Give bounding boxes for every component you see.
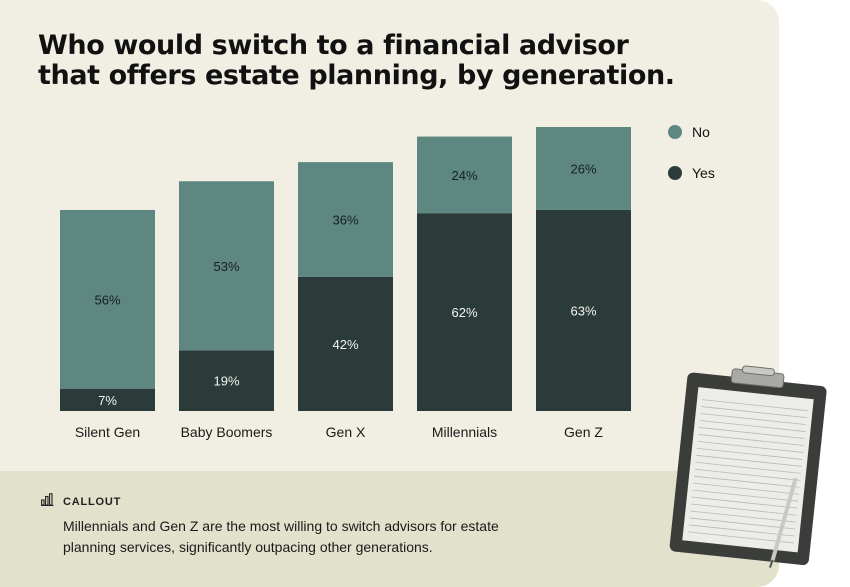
bar-no-0 xyxy=(60,209,155,389)
data-label-no-4: 26% xyxy=(570,161,596,176)
callout-label: CALLOUT xyxy=(63,496,122,508)
stacked-bar-chart: 7% 56% Silent Gen 19% 53% Baby Boomers 42% 36% G… xyxy=(60,127,631,440)
callout-text: Millennials and Gen Z are the most willi… xyxy=(63,518,499,555)
data-label-no-2: 36% xyxy=(332,213,358,228)
callout-panel xyxy=(0,471,779,587)
bar-no-2 xyxy=(298,162,393,277)
bar-yes-1 xyxy=(179,350,274,411)
bar-yes-2 xyxy=(298,276,393,411)
data-label-no-1: 53% xyxy=(213,259,239,274)
bar-no-4 xyxy=(536,127,631,210)
x-tick-label-0: Silent Gen xyxy=(75,424,140,440)
legend-item-no: No xyxy=(668,124,710,140)
bar-chart-icon xyxy=(40,493,54,511)
data-label-yes-1: 19% xyxy=(213,374,239,389)
bar-yes-0 xyxy=(60,388,155,411)
data-label-yes-4: 63% xyxy=(570,303,596,318)
legend-swatch-yes xyxy=(668,166,682,180)
data-label-yes-3: 62% xyxy=(451,305,477,320)
chart-card: Who would switch to a financial advisor … xyxy=(0,0,779,587)
data-label-yes-0: 7% xyxy=(98,393,117,408)
bar-no-3 xyxy=(417,136,512,214)
x-tick-label-1: Baby Boomers xyxy=(181,424,273,440)
legend-label-yes: Yes xyxy=(692,165,715,181)
bar-no-1 xyxy=(179,181,274,351)
data-label-yes-2: 42% xyxy=(332,337,358,352)
bar-yes-3 xyxy=(417,213,512,411)
clipboard-illustration xyxy=(662,365,838,580)
callout-header: CALLOUT xyxy=(40,493,121,511)
legend-label-no: No xyxy=(692,124,710,140)
bar-yes-4 xyxy=(536,209,631,411)
x-tick-label-4: Gen Z xyxy=(564,424,603,440)
x-tick-label-2: Gen X xyxy=(326,424,366,440)
legend-swatch-no xyxy=(668,125,682,139)
data-label-no-0: 56% xyxy=(94,292,120,307)
data-label-no-3: 24% xyxy=(451,168,477,183)
legend-item-yes: Yes xyxy=(668,165,715,181)
x-tick-label-3: Millennials xyxy=(432,424,497,440)
chart-title: Who would switch to a financial advisor … xyxy=(38,30,675,91)
